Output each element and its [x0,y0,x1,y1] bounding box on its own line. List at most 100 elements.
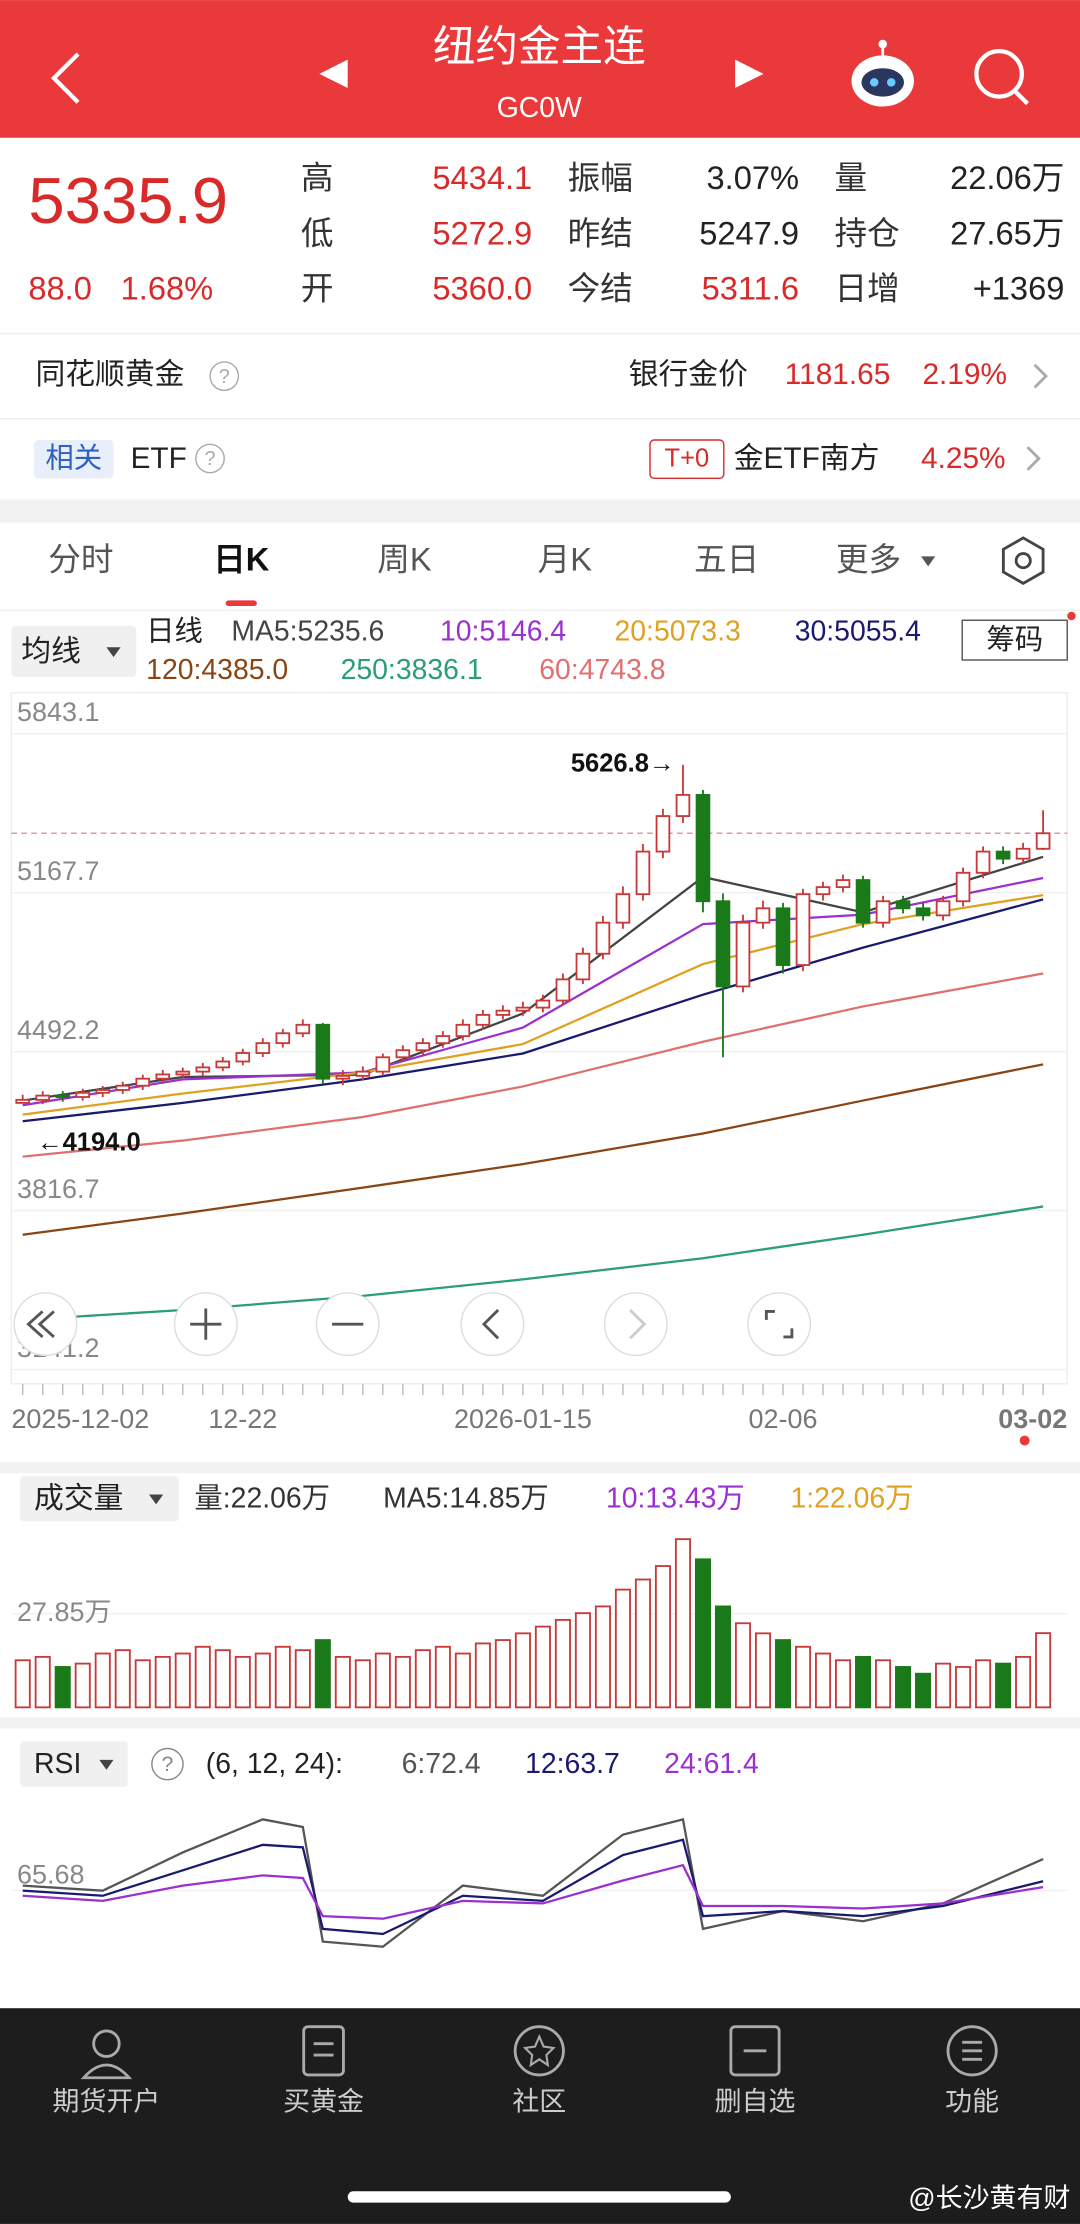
chip-button[interactable] [961,619,1068,661]
candle-body [75,1091,91,1098]
help-icon[interactable] [151,1747,184,1781]
candle-body [835,879,851,889]
volume-bar [354,1659,371,1709]
tab[interactable]: 日K [213,541,270,578]
field-value: 27.65万 [950,214,1064,251]
volume-bar [674,1538,691,1709]
nav-icon [513,2025,565,2077]
ma-legend: 30:5055.4 [795,616,921,648]
line [22,898,1044,1123]
dot [1019,1435,1030,1446]
candle-body [175,1070,191,1076]
chevron[interactable] [1026,446,1041,471]
dropdown-arrow [149,1494,164,1505]
candle-body [55,1094,71,1098]
candle-body [495,1009,511,1016]
volume-bar [134,1659,151,1709]
field-label: 高 [301,159,334,196]
scroll-left-button[interactable] [13,1292,78,1357]
line [22,972,1044,1158]
volume-select[interactable] [19,1476,179,1522]
field-label: 日增 [834,270,899,307]
candle-body [395,1049,411,1059]
back-button[interactable] [460,1292,525,1357]
candle-body [715,900,731,988]
etf-name: ETF [131,442,187,475]
candle-body [135,1077,151,1087]
search-icon[interactable] [974,49,1029,106]
volume-bar [975,1659,992,1709]
nav-label[interactable]: 买黄金 [283,2086,364,2116]
gold-name: 同花顺黄金 [35,358,184,391]
tabs: 分时 日K 周K 月K 五日 更多 [48,541,936,607]
watermark: @长沙黄有财 [908,2183,1070,2213]
nav: 期货开户 买黄金 社区 删自选 功能 [53,2025,999,2116]
volume-bar [734,1622,752,1709]
indicator-select[interactable] [11,625,137,678]
volume-bar [494,1639,511,1709]
field-label: 振幅 [568,159,633,196]
candle-body [115,1084,131,1091]
nav-bar [0,2008,1080,2224]
volume-bar [514,1632,531,1709]
volume-bar [274,1645,291,1709]
low-label: ←4194.0 [37,1129,141,1157]
volume-bar [895,1666,912,1709]
prev-button[interactable] [319,59,348,89]
line [22,1838,1044,1936]
candle-body [795,893,811,966]
volume-bar [614,1588,631,1709]
candle-body [375,1056,391,1073]
line [22,1863,1044,1920]
field-label: 开 [301,270,334,307]
nav-label[interactable]: 功能 [945,2086,999,2116]
help-mark: ? [205,448,216,470]
help-icon[interactable] [195,443,225,474]
tab[interactable]: 分时 [48,541,113,578]
candle-body [355,1070,371,1077]
high-label: 5626.8→ [571,750,675,778]
nav-label[interactable]: 删自选 [715,2086,796,2116]
candle-body [95,1089,111,1094]
volume-bar [54,1666,71,1709]
etf-pct: 4.25% [921,442,1006,475]
tab[interactable]: 月K [538,541,593,578]
zoom-controls [13,1292,812,1357]
candle-body [195,1066,211,1073]
assistant-icon[interactable] [851,39,914,107]
tab[interactable]: 周K [377,541,432,578]
tab[interactable]: 五日 [694,541,759,578]
nav-label[interactable]: 期货开户 [53,2086,161,2116]
fullscreen-button[interactable] [747,1292,812,1357]
candle-body [555,978,571,1002]
candle-body [415,1042,431,1052]
line [22,1817,1044,1948]
y-tick-label: 5843.1 [17,697,99,727]
rsi-legend: 24:61.4 [664,1748,759,1780]
help-icon[interactable] [209,361,240,392]
rsi-select[interactable] [19,1741,128,1787]
title: 纽约金主连 [433,23,646,71]
candle-body [755,907,771,924]
settings-icon[interactable] [1001,536,1045,585]
field-label: 今结 [568,270,633,307]
volume-chart: 量:22.06万 MA5:14.85万 10:13.43万 1:22.06万 27.85… [11,1483,1068,1709]
chevron[interactable] [1033,363,1048,389]
rsi-chart: 6:72.4 12:63.7 24:61.4 65.68 [11,1748,1068,1948]
candle-body [995,850,1011,860]
field-value: 5434.1 [432,159,532,196]
nav-label[interactable]: 社区 [512,2086,566,2116]
tab[interactable]: 更多 [836,541,901,578]
candle-body [935,900,951,917]
volume-bar [714,1605,731,1709]
chip-label: 筹码 [986,624,1043,656]
next-button[interactable] [735,59,764,89]
back-button[interactable] [50,52,80,104]
settings-icon-core [1014,552,1032,570]
volume-bar [634,1578,651,1709]
volume-bar [414,1649,431,1709]
forward-button[interactable] [603,1292,668,1357]
volume-bar [594,1605,611,1709]
volume-legend: 1:22.06万 [790,1483,913,1515]
